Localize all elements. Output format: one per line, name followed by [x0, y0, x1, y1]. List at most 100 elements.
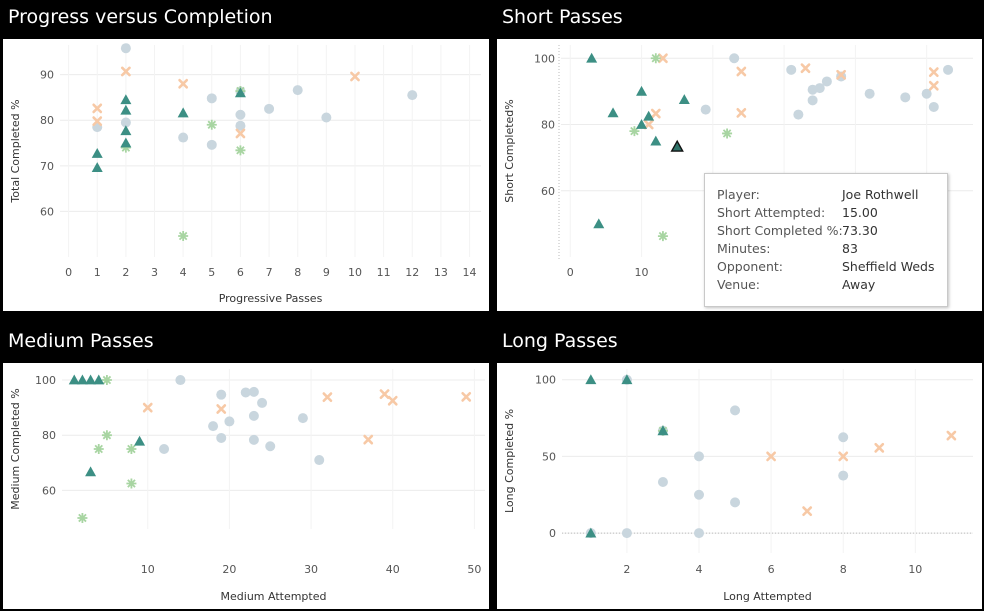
- data-point-circle[interactable]: [265, 441, 276, 452]
- data-point-triangle[interactable]: [636, 119, 648, 129]
- data-point-triangle[interactable]: [91, 162, 103, 173]
- data-point-cross[interactable]: [643, 119, 654, 130]
- data-point-triangle[interactable]: [68, 374, 80, 385]
- data-point-circle[interactable]: [838, 432, 849, 443]
- data-point-cross[interactable]: [766, 451, 777, 462]
- data-point-triangle[interactable]: [85, 466, 97, 477]
- data-point-circle[interactable]: [814, 83, 825, 94]
- data-point-circle[interactable]: [730, 497, 741, 508]
- data-point-star[interactable]: [101, 430, 112, 441]
- data-point-triangle[interactable]: [93, 374, 105, 385]
- data-point-circle[interactable]: [120, 43, 131, 54]
- data-point-triangle[interactable]: [120, 137, 132, 148]
- data-point-selected[interactable]: [670, 139, 684, 152]
- data-point-triangle[interactable]: [91, 148, 103, 158]
- data-point-circle[interactable]: [248, 434, 259, 445]
- data-point-circle[interactable]: [216, 389, 227, 400]
- data-point-cross[interactable]: [235, 128, 246, 139]
- data-point-cross[interactable]: [120, 66, 131, 77]
- data-point-circle[interactable]: [240, 387, 251, 398]
- scatter-chart[interactable]: 60 80 100 10 20 30 40 50 Medium Attempted Medium …: [3, 363, 489, 609]
- data-point-cross[interactable]: [802, 506, 813, 517]
- data-point-triangle[interactable]: [76, 374, 88, 385]
- data-point-circle[interactable]: [264, 103, 275, 114]
- data-point-triangle[interactable]: [586, 52, 598, 63]
- data-point-circle[interactable]: [321, 112, 332, 123]
- data-point-triangle[interactable]: [585, 527, 597, 538]
- data-point-circle[interactable]: [407, 90, 418, 101]
- data-point-circle[interactable]: [943, 64, 954, 75]
- data-point-cross[interactable]: [387, 395, 398, 406]
- data-point-triangle[interactable]: [177, 107, 189, 118]
- data-point-circle[interactable]: [235, 120, 246, 131]
- data-point-cross[interactable]: [800, 63, 811, 74]
- data-point-triangle[interactable]: [120, 125, 132, 136]
- data-point-circle[interactable]: [292, 85, 303, 96]
- data-point-circle[interactable]: [216, 432, 227, 443]
- data-point-cross[interactable]: [658, 53, 668, 64]
- data-point-circle[interactable]: [838, 470, 849, 481]
- data-point-cross[interactable]: [142, 402, 153, 413]
- data-point-cross[interactable]: [946, 430, 957, 441]
- scatter-chart[interactable]: 0 50 100 2 4 6 8 10 Long Attempted Long Completed…: [497, 363, 982, 609]
- data-point-circle[interactable]: [694, 528, 704, 539]
- data-point-cross[interactable]: [322, 392, 333, 403]
- data-point-star[interactable]: [629, 126, 640, 137]
- data-point-circle[interactable]: [206, 93, 217, 104]
- data-point-star[interactable]: [235, 145, 246, 156]
- data-point-cross[interactable]: [92, 116, 103, 127]
- data-point-circle[interactable]: [208, 421, 219, 432]
- data-point-cross[interactable]: [928, 80, 939, 91]
- data-point-star[interactable]: [93, 444, 104, 454]
- data-point-circle[interactable]: [178, 132, 189, 143]
- data-point-circle[interactable]: [120, 117, 131, 128]
- data-point-triangle[interactable]: [621, 374, 633, 385]
- data-point-cross[interactable]: [836, 69, 847, 80]
- data-point-circle[interactable]: [921, 88, 932, 99]
- data-point-star[interactable]: [120, 142, 131, 153]
- data-point-circle[interactable]: [700, 104, 711, 115]
- data-point-circle[interactable]: [206, 139, 217, 150]
- data-point-cross[interactable]: [736, 66, 747, 77]
- data-point-triangle[interactable]: [657, 425, 669, 436]
- data-point-triangle[interactable]: [120, 104, 132, 115]
- data-point-circle[interactable]: [786, 64, 797, 75]
- data-point-circle[interactable]: [928, 101, 939, 112]
- data-point-star[interactable]: [178, 231, 189, 242]
- data-point-cross[interactable]: [928, 67, 939, 78]
- data-point-circle[interactable]: [657, 477, 668, 488]
- data-point-circle[interactable]: [175, 375, 186, 386]
- data-point-triangle[interactable]: [636, 85, 648, 96]
- data-point-triangle[interactable]: [134, 435, 146, 446]
- data-point-triangle[interactable]: [643, 110, 655, 121]
- data-point-triangle[interactable]: [585, 374, 597, 385]
- data-point-circle[interactable]: [248, 410, 259, 421]
- data-point-circle[interactable]: [297, 413, 308, 424]
- data-point-cross[interactable]: [650, 108, 661, 119]
- data-point-cross[interactable]: [216, 404, 227, 414]
- data-point-triangle[interactable]: [678, 94, 690, 105]
- data-point-circle[interactable]: [621, 528, 632, 539]
- data-point-triangle[interactable]: [234, 87, 246, 98]
- data-point-triangle[interactable]: [85, 374, 97, 385]
- data-point-circle[interactable]: [314, 455, 325, 466]
- data-point-triangle[interactable]: [593, 218, 605, 229]
- data-point-star[interactable]: [206, 119, 217, 130]
- data-point-circle[interactable]: [235, 109, 246, 120]
- data-point-cross[interactable]: [461, 391, 472, 402]
- data-point-cross[interactable]: [874, 442, 885, 453]
- data-point-cross[interactable]: [92, 103, 103, 114]
- data-point-star[interactable]: [722, 128, 733, 139]
- data-point-circle[interactable]: [694, 451, 704, 462]
- data-point-circle[interactable]: [224, 416, 235, 427]
- data-point-triangle[interactable]: [607, 107, 619, 118]
- data-point-cross[interactable]: [379, 389, 390, 400]
- data-point-circle[interactable]: [248, 386, 259, 397]
- data-point-circle[interactable]: [821, 76, 832, 87]
- data-point-star[interactable]: [77, 512, 88, 523]
- data-point-star[interactable]: [657, 231, 668, 242]
- data-point-circle[interactable]: [807, 95, 818, 106]
- data-point-cross[interactable]: [178, 78, 189, 89]
- data-point-circle[interactable]: [864, 88, 875, 99]
